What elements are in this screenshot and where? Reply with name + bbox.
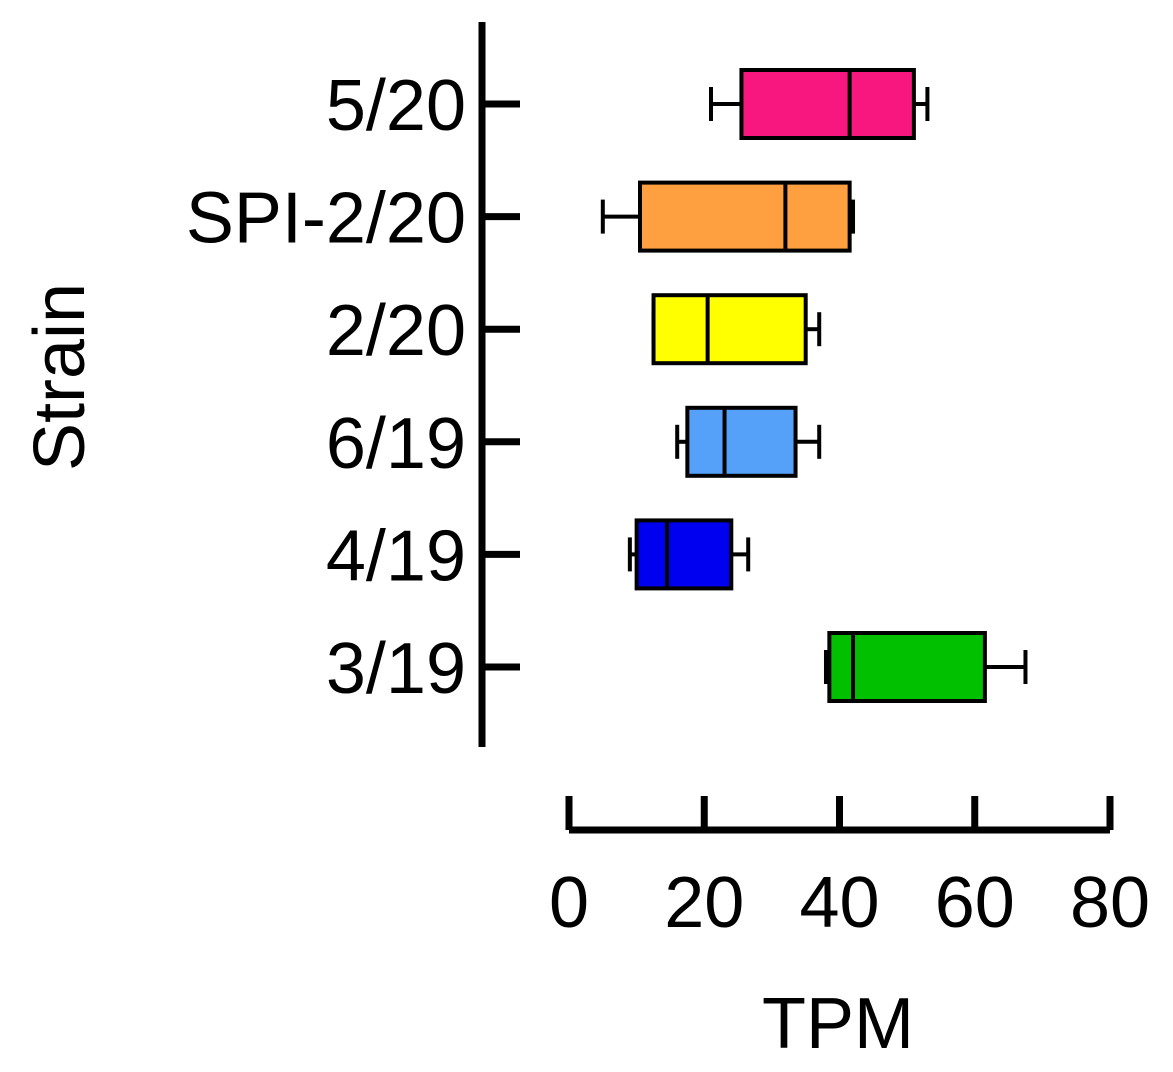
y-tick-label: SPI-2/20 [186, 179, 466, 259]
x-tick-label: 80 [1070, 863, 1150, 943]
y-tick-label: 4/19 [326, 516, 466, 596]
box-6-19 [675, 405, 822, 478]
y-tick-label: 2/20 [326, 291, 466, 371]
box-iqr [651, 293, 808, 366]
y-axis-title: Strain [20, 283, 100, 471]
y-axis: 5/20 SPI-2/20 2/20 6/19 4/19 3/19 [186, 22, 520, 747]
box-iqr [739, 68, 916, 140]
x-tick-label: 60 [935, 863, 1015, 943]
box-iqr [685, 405, 798, 478]
x-axis-title: TPM [762, 984, 914, 1064]
box-iqr [634, 518, 734, 591]
y-tick-label: 5/20 [326, 66, 466, 146]
x-tick-label: 20 [664, 863, 744, 943]
x-axis: 0 20 40 60 80 [549, 796, 1150, 943]
box-series [600, 68, 1028, 703]
box-spi-2-20 [600, 180, 856, 253]
x-tick-label: 0 [549, 863, 589, 943]
box-iqr [638, 180, 852, 253]
box-iqr [827, 631, 987, 703]
box-4-19 [627, 518, 751, 591]
box-3-19 [823, 631, 1028, 703]
y-tick-label: 3/19 [326, 629, 466, 709]
y-tick-label: 6/19 [326, 404, 466, 484]
x-tick-label: 40 [799, 863, 879, 943]
box-5-20 [709, 68, 930, 140]
box-2-20 [651, 293, 822, 366]
